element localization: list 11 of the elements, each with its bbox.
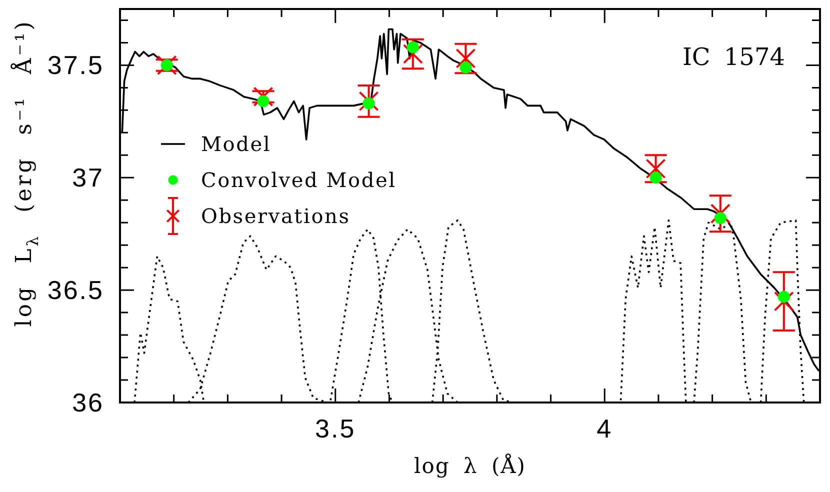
legend-label: Convolved Model (201, 168, 396, 192)
y-tick-label: 36.5 (47, 275, 104, 306)
y-tick-label: 37 (72, 162, 104, 193)
legend-label: Model (201, 132, 272, 156)
annotation: IC 1574 (682, 43, 785, 71)
y-tick-label: 36 (72, 388, 104, 418)
y-tick-label: 37.5 (47, 50, 104, 80)
x-tick-label: 3.5 (315, 414, 356, 444)
legend-label: Observations (201, 204, 350, 228)
x-tick-label: 4 (596, 414, 613, 444)
x-axis-title: log λ (Å) (414, 453, 526, 478)
